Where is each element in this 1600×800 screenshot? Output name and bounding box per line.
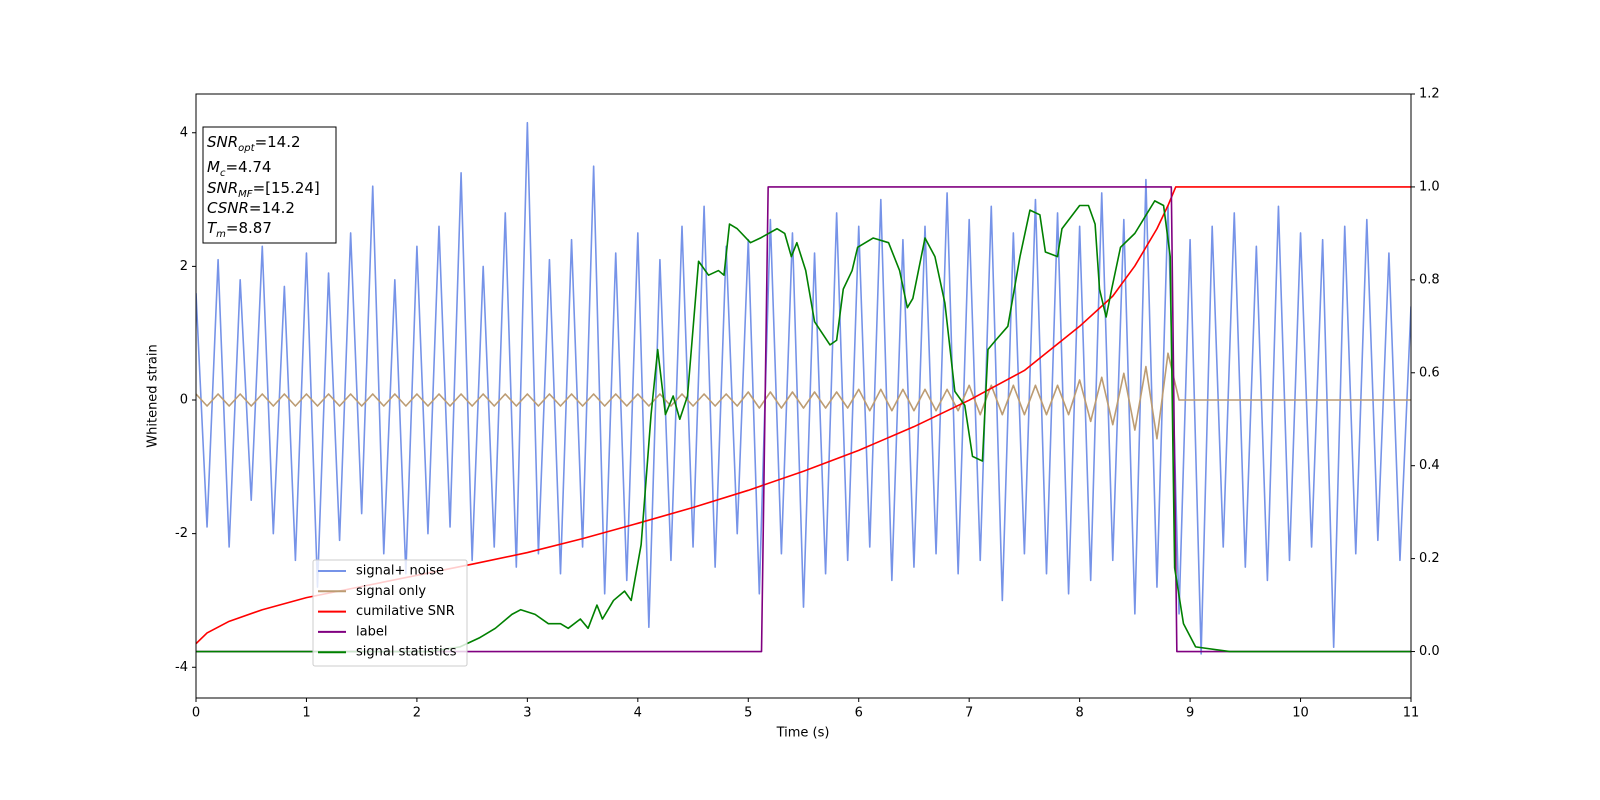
x-tick-label: 3 (523, 706, 531, 721)
annotation-subscript: opt (238, 143, 255, 154)
x-axis-label: Time (s) (776, 726, 830, 741)
x-tick-label: 7 (965, 706, 973, 721)
x-tick-label: 0 (192, 706, 200, 721)
annotation-symbol: T (207, 219, 218, 237)
y2-tick-label: 0.2 (1419, 551, 1440, 566)
annotation-value: =4.74 (225, 158, 271, 176)
x-tick-label: 2 (413, 706, 421, 721)
annotation-value: =14.2 (255, 133, 301, 151)
y-axis-label: Whitened strain (146, 344, 161, 447)
annotation-subscript: c (220, 168, 226, 179)
legend: signal+ noise signal only cumilative SNR la… (312, 559, 468, 667)
y-tick-label: 2 (180, 259, 188, 274)
series-line (196, 200, 1411, 653)
x-tick-label: 8 (1075, 706, 1083, 721)
legend-frame (312, 559, 468, 667)
plot-area (196, 121, 1411, 655)
annotation-symbol: CSNR (207, 199, 249, 217)
annotation-line: Mc=4.74 (207, 158, 271, 179)
legend-label: label (356, 624, 387, 639)
annotation-line: Tm=8.87 (207, 219, 272, 240)
x-tick-label: 4 (634, 706, 642, 721)
series-line (196, 352, 1411, 440)
annotation-symbol: SNR (207, 133, 238, 151)
legend-label: cumilative SNR (356, 604, 455, 619)
legend-label: signal+ noise (356, 564, 444, 579)
annotation-value: =[15.24] (253, 179, 320, 197)
series-line (196, 186, 1411, 645)
x-tick-label: 11 (1403, 706, 1420, 721)
annotation-subscript: m (216, 229, 226, 240)
y-tick-label: 4 (180, 125, 188, 140)
annotation-symbol: SNR (207, 179, 238, 197)
legend-label: signal statistics (356, 645, 457, 660)
x-tick-label: 6 (855, 706, 863, 721)
x-tick-label: 9 (1186, 706, 1194, 721)
ticks: 0 1 2 3 4 5 6 7 8 9 10 11 -4 -2 0 2 4 0.0 0.2 0.4 0.6 0.8 1.0 1… (175, 87, 1440, 721)
series-line (196, 121, 1411, 655)
annotation-value: =8.87 (226, 219, 272, 237)
y-tick-label: -2 (175, 526, 188, 541)
y-tick-label: -4 (175, 660, 188, 675)
y2-tick-label: 0.8 (1419, 272, 1440, 287)
x-tick-label: 10 (1292, 706, 1309, 721)
y2-tick-label: 0.0 (1419, 644, 1440, 659)
x-tick-label: 1 (302, 706, 310, 721)
annotation-symbol: M (207, 158, 220, 176)
annotation-line: CSNR=14.2 (207, 199, 295, 217)
legend-items: signal+ noise signal only cumilative SNR la… (318, 564, 457, 660)
annotation-line: SNRopt=14.2 (207, 133, 301, 154)
annotation-box: SNRopt=14.2Mc=4.74SNRMF=[15.24]CSNR=14.2… (202, 126, 337, 244)
y2-tick-label: 1.0 (1419, 179, 1440, 194)
y2-tick-label: 0.4 (1419, 458, 1440, 473)
legend-label: signal only (356, 584, 426, 599)
annotation-value: =14.2 (249, 199, 295, 217)
y-tick-label: 0 (180, 393, 188, 408)
y2-tick-label: 1.2 (1419, 87, 1440, 102)
y2-tick-label: 0.6 (1419, 365, 1440, 380)
annotation-lines: SNRopt=14.2Mc=4.74SNRMF=[15.24]CSNR=14.2… (207, 133, 320, 240)
annotation-subscript: MF (238, 189, 253, 200)
x-tick-label: 5 (744, 706, 752, 721)
axes-frame (195, 93, 1412, 699)
annotation-frame (202, 126, 337, 244)
annotation-line: SNRMF=[15.24] (207, 179, 320, 200)
series-line (196, 186, 1411, 653)
